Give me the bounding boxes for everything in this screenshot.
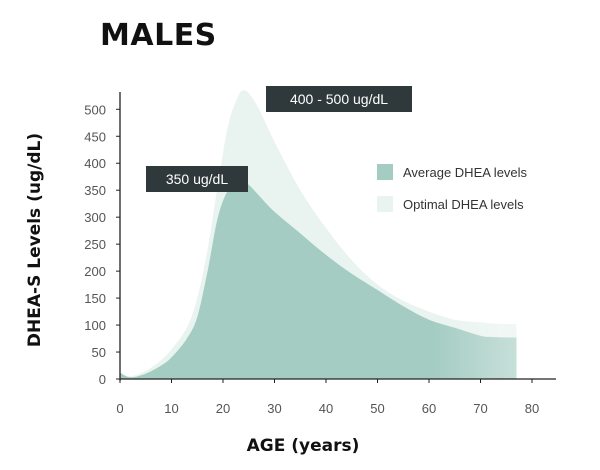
y-tick-label: 150 [84,291,106,306]
y-tick-label: 250 [84,237,106,252]
x-tick-label: 30 [267,401,281,416]
callout-box [146,166,248,192]
x-tick-label: 20 [216,401,230,416]
area-average-dhea-levels [120,182,517,379]
y-tick-label: 0 [99,372,106,387]
x-tick-label: 70 [473,401,487,416]
y-tick-label: 100 [84,318,106,333]
callout-box [266,86,412,112]
callout-2: 350 ug/dL [146,166,248,192]
x-tick-label: 80 [525,401,539,416]
y-axis-title: DHEA-S Levels (ug/dL) [25,133,45,347]
x-tick-label: 0 [116,401,123,416]
x-tick-label: 60 [422,401,436,416]
y-tick-label: 300 [84,210,106,225]
x-tick-label: 50 [370,401,384,416]
callout-label: 400 - 500 ug/dL [290,91,388,107]
y-tick-label: 50 [92,345,106,360]
callout-1: 400 - 500 ug/dL [266,86,412,112]
y-tick-label: 500 [84,102,106,117]
legend-label: Average DHEA levels [403,165,528,180]
y-tick-label: 400 [84,156,106,171]
chart-title: MALES [100,18,217,53]
legend-item-optimal-dhea-levels: Optimal DHEA levels [377,196,524,212]
legend-swatch [377,164,393,180]
callout-label: 350 ug/dL [166,171,228,187]
x-tick-label: 40 [319,401,333,416]
legend-label: Optimal DHEA levels [403,197,524,212]
legend-swatch [377,196,393,212]
y-tick-label: 450 [84,129,106,144]
x-tick-label: 10 [164,401,178,416]
x-axis-title: AGE (years) [247,436,360,456]
y-tick-label: 350 [84,183,106,198]
y-tick-label: 200 [84,264,106,279]
legend-item-average-dhea-levels: Average DHEA levels [377,164,528,180]
